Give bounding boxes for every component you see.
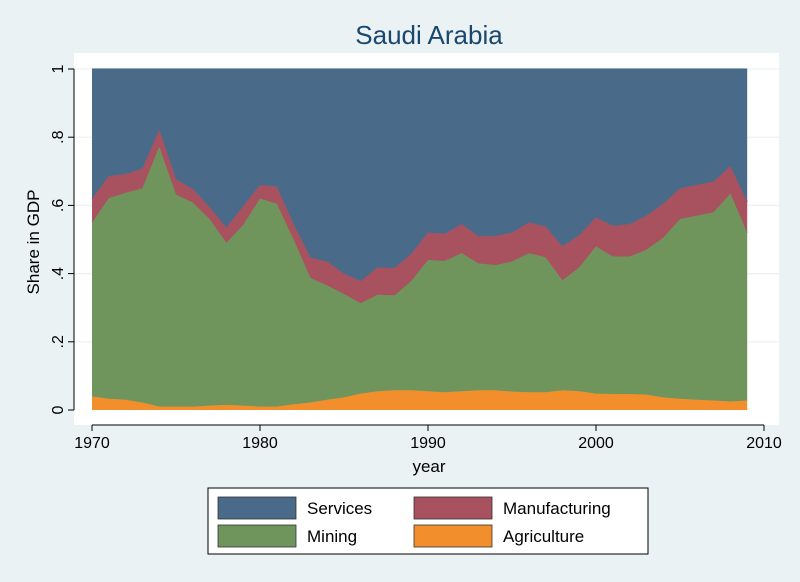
x-tick-label: 1980 [242,435,278,452]
x-tick-label: 2010 [746,435,782,452]
y-axis-label: Share in GDP [24,190,43,295]
y-tick-label: .2 [50,335,67,348]
legend-label-mining: Mining [307,527,357,546]
legend-label-agriculture: Agriculture [503,527,584,546]
y-tick-label: .6 [50,199,67,212]
y-tick-label: 1 [50,64,67,73]
x-tick-label: 2000 [578,435,614,452]
axes: 0 .2 .4 .6 .8 1 1970 1980 1990 2000 2010 [50,64,782,452]
legend-label-manufacturing: Manufacturing [503,499,611,518]
x-tick-label: 1990 [410,435,446,452]
area-agriculture [92,390,748,410]
area-manufacturing [92,129,748,304]
y-tick-label: .4 [50,267,67,280]
legend-swatch-manufacturing [413,496,493,520]
y-tick-label: .8 [50,130,67,143]
legend-swatch-agriculture [413,524,493,548]
legend-swatch-mining [217,524,297,548]
area-services [92,69,748,282]
y-tick-label: 0 [50,405,67,414]
area-mining [92,146,748,407]
legend: Services Manufacturing Mining Agriculture [207,487,649,555]
legend-label-services: Services [307,499,372,518]
x-axis-label: year [412,457,445,476]
x-tick-label: 1970 [74,435,110,452]
chart-title: Saudi Arabia [355,20,503,50]
legend-swatch-services [217,496,297,520]
area-series [91,68,748,410]
